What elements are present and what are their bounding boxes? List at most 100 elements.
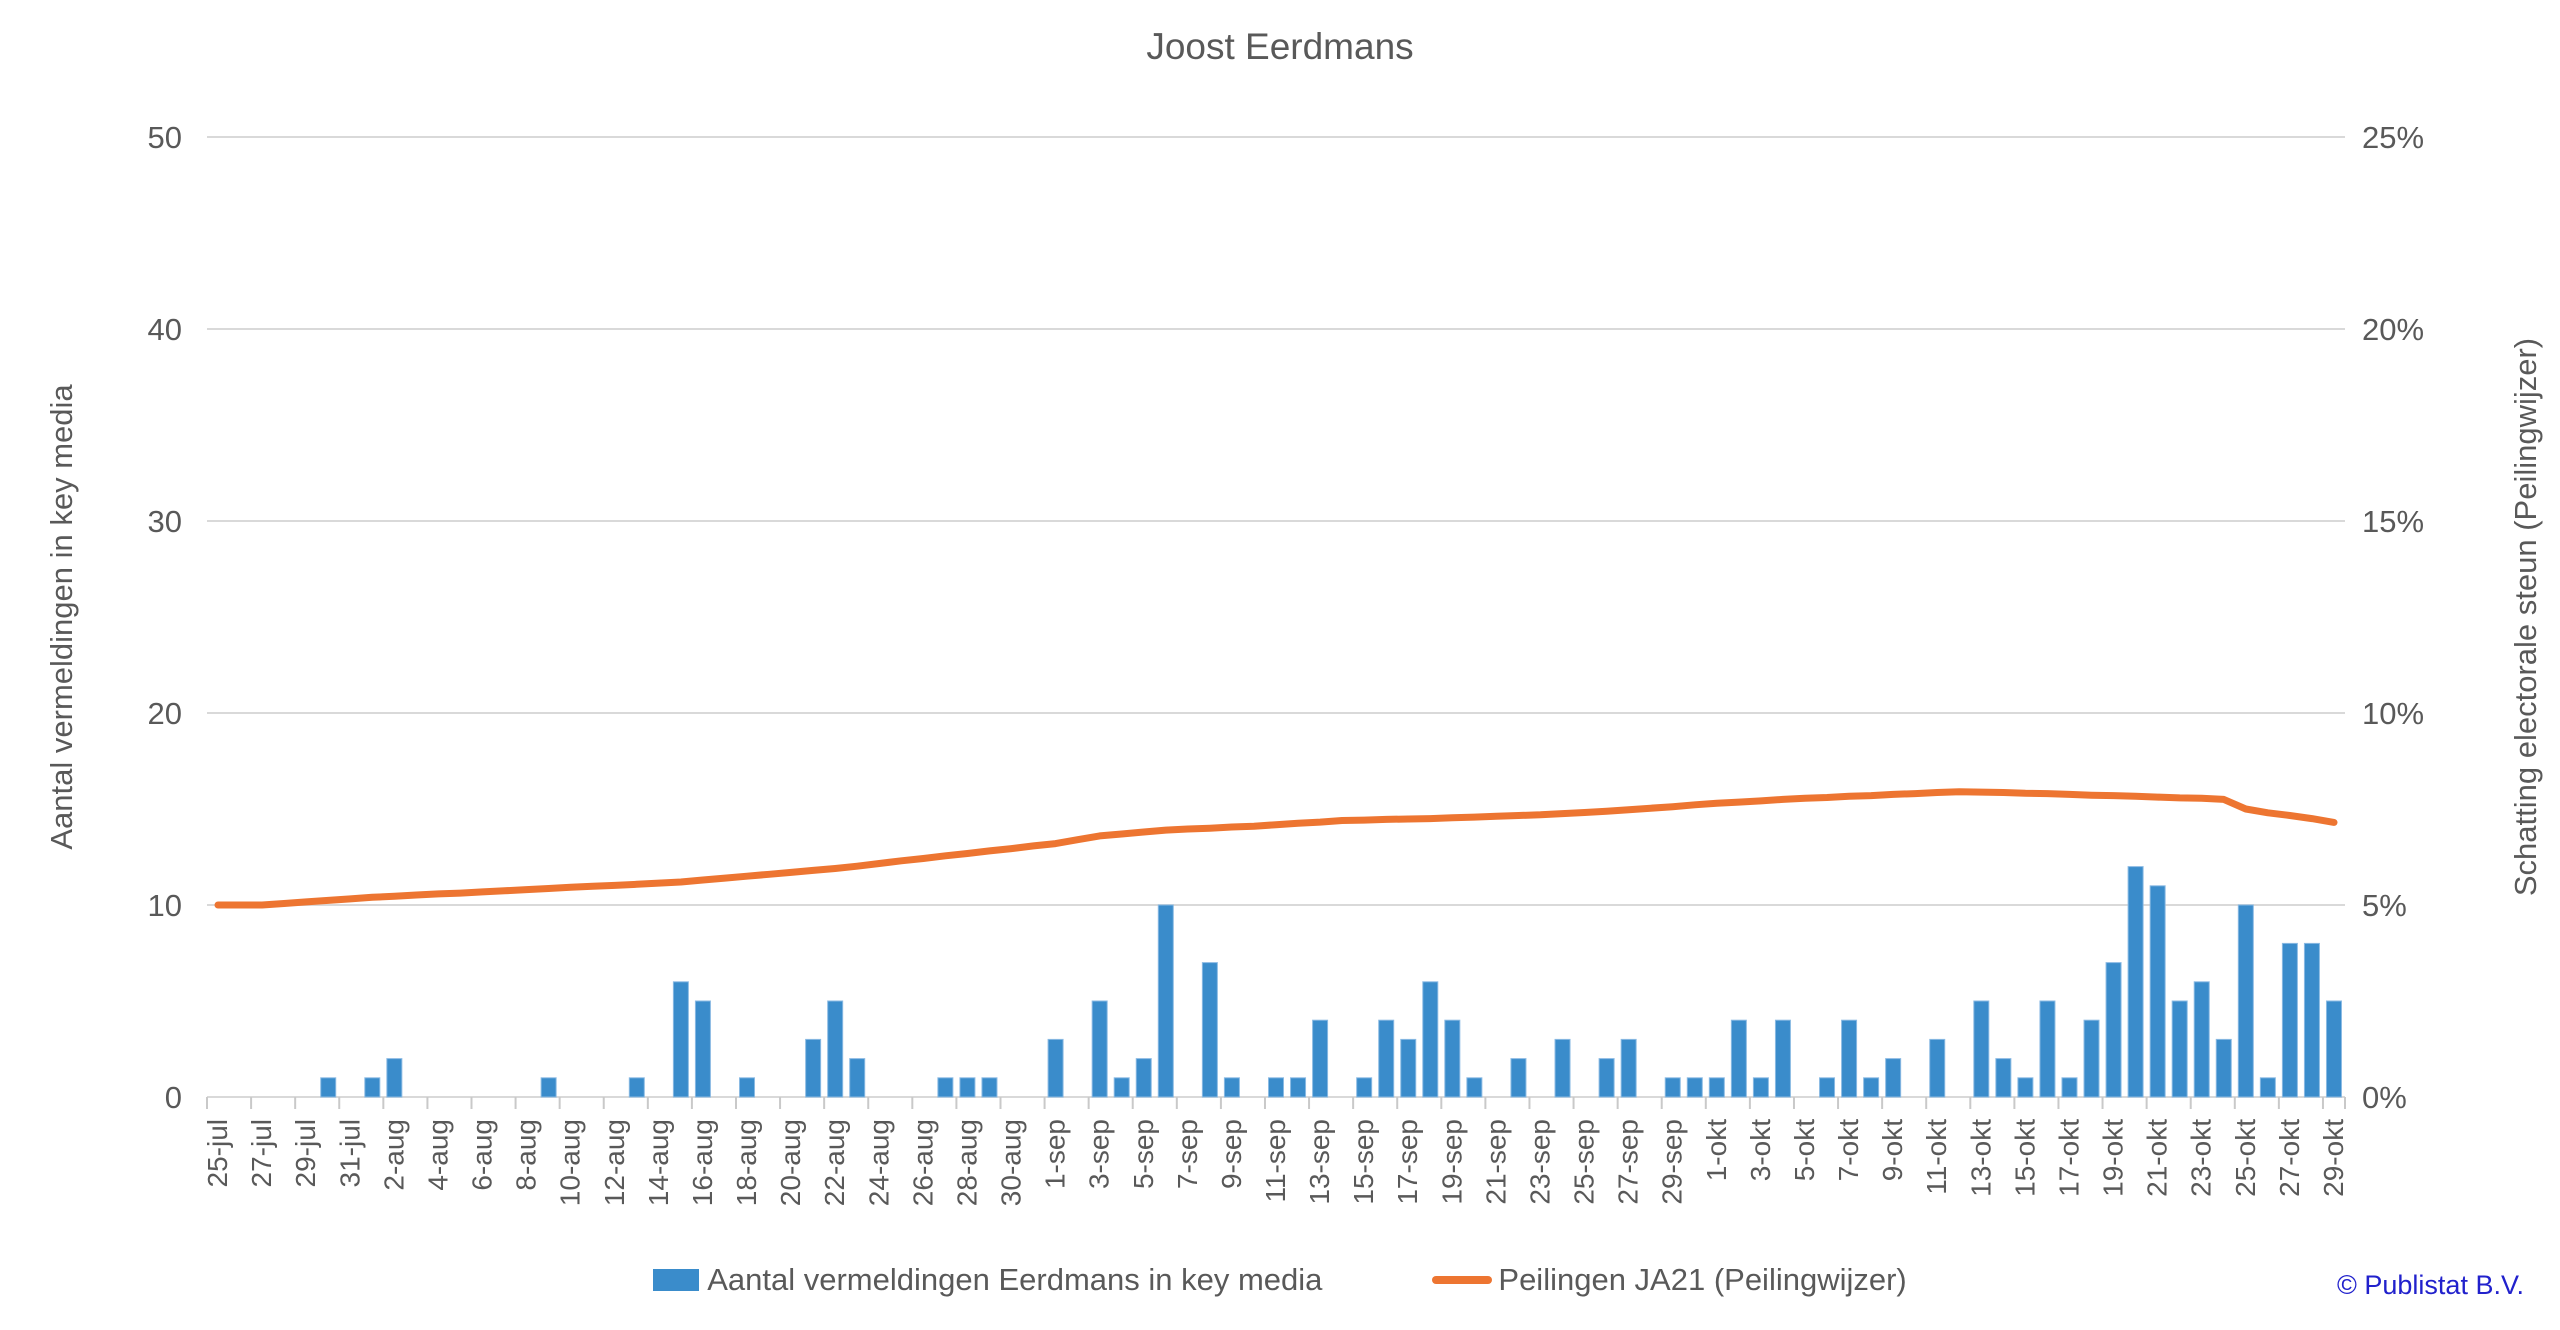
bar-8-sep bbox=[1201, 962, 1218, 1098]
bar-series-swatch-icon bbox=[653, 1269, 700, 1291]
bar-12-sep bbox=[1290, 1077, 1307, 1098]
left-axis-tick-label: 50 bbox=[148, 120, 182, 155]
bar-18-aug bbox=[739, 1077, 756, 1098]
x-axis-label: 3-sep bbox=[1084, 1119, 1115, 1189]
bar-2-okt bbox=[1730, 1019, 1747, 1098]
x-axis-label: 27-jul bbox=[246, 1119, 277, 1187]
x-axis-label: 5-sep bbox=[1128, 1119, 1159, 1189]
x-axis-label: 13-sep bbox=[1304, 1119, 1335, 1205]
chart-title: Joost Eerdmans bbox=[1146, 26, 1414, 67]
bar-9-aug bbox=[540, 1077, 557, 1098]
x-axis-label: 28-aug bbox=[951, 1119, 982, 1206]
bar-24-okt bbox=[2215, 1038, 2232, 1098]
bar-13-sep bbox=[1312, 1019, 1329, 1098]
bar-7-okt bbox=[1841, 1019, 1858, 1098]
right-axis-tick-label: 5% bbox=[2362, 888, 2407, 923]
x-axis-label: 12-aug bbox=[599, 1119, 630, 1206]
x-axis-label: 11-okt bbox=[1921, 1119, 1952, 1195]
bar-28-okt bbox=[2303, 942, 2320, 1098]
x-axis-label: 19-sep bbox=[1436, 1119, 1467, 1205]
bar-8-okt bbox=[1863, 1077, 1880, 1098]
bar-13-okt bbox=[1973, 1000, 1990, 1098]
bar-24-sep bbox=[1554, 1038, 1571, 1098]
x-axis-label: 31-jul bbox=[334, 1119, 365, 1187]
bar-4-sep bbox=[1113, 1077, 1130, 1098]
bar-13-aug bbox=[628, 1077, 645, 1098]
x-axis-label: 30-aug bbox=[996, 1119, 1027, 1206]
x-axis-label: 22-aug bbox=[819, 1119, 850, 1206]
right-axis-tick-label: 25% bbox=[2362, 120, 2424, 155]
bar-27-okt bbox=[2281, 942, 2298, 1098]
line-series-swatch-icon bbox=[1432, 1276, 1493, 1284]
x-axis-label: 15-okt bbox=[2009, 1119, 2040, 1197]
bar-9-sep bbox=[1223, 1077, 1240, 1098]
x-axis-label: 16-aug bbox=[687, 1119, 718, 1206]
x-axis-label: 10-aug bbox=[555, 1119, 586, 1206]
bar-2-aug bbox=[386, 1058, 403, 1098]
chart-legend: Aantal vermeldingen Eerdmans in key medi… bbox=[0, 1262, 2560, 1298]
bar-22-sep bbox=[1510, 1058, 1527, 1098]
x-axis-label: 27-okt bbox=[2274, 1119, 2305, 1197]
x-axis-label: 19-okt bbox=[2098, 1119, 2129, 1197]
x-axis-label: 2-aug bbox=[378, 1119, 409, 1191]
bar-23-okt bbox=[2193, 981, 2210, 1098]
bar-6-sep bbox=[1157, 904, 1174, 1098]
right-axis-tick-label: 0% bbox=[2362, 1080, 2407, 1115]
bar-3-okt bbox=[1752, 1077, 1769, 1098]
x-axis-label: 8-aug bbox=[511, 1119, 542, 1191]
bar-1-okt bbox=[1708, 1077, 1725, 1098]
x-axis-label: 23-okt bbox=[2186, 1119, 2217, 1197]
bar-29-sep bbox=[1664, 1077, 1681, 1098]
x-axis-label: 9-okt bbox=[1877, 1119, 1908, 1181]
bar-16-okt bbox=[2039, 1000, 2056, 1098]
bar-28-aug bbox=[959, 1077, 976, 1098]
x-axis-label: 5-okt bbox=[1789, 1119, 1820, 1181]
bar-21-aug bbox=[805, 1038, 822, 1098]
bar-6-okt bbox=[1819, 1077, 1836, 1098]
bar-23-aug bbox=[849, 1058, 866, 1098]
x-axis-label: 21-sep bbox=[1480, 1119, 1511, 1205]
bar-11-sep bbox=[1268, 1077, 1284, 1098]
x-axis-label: 1-sep bbox=[1040, 1119, 1071, 1189]
x-axis-label: 14-aug bbox=[643, 1119, 674, 1206]
bar-26-sep bbox=[1598, 1058, 1615, 1098]
x-axis-label: 25-jul bbox=[202, 1119, 233, 1187]
right-axis-tick-label: 20% bbox=[2362, 312, 2424, 347]
legend-item-polling: Peilingen JA21 (Peilingwijzer) bbox=[1432, 1262, 1907, 1298]
left-axis-tick-label: 0 bbox=[165, 1080, 182, 1115]
bar-4-okt bbox=[1774, 1019, 1791, 1098]
x-axis-label: 15-sep bbox=[1348, 1119, 1379, 1205]
x-axis-label: 26-aug bbox=[907, 1119, 938, 1206]
x-axis-label: 13-okt bbox=[1965, 1119, 1996, 1197]
x-axis-label: 29-jul bbox=[290, 1119, 321, 1187]
x-axis-label: 24-aug bbox=[863, 1119, 894, 1206]
bar-30-sep bbox=[1686, 1077, 1703, 1098]
left-axis-tick-label: 20 bbox=[148, 696, 182, 731]
x-axis-label: 29-okt bbox=[2318, 1119, 2349, 1197]
bar-25-okt bbox=[2237, 904, 2254, 1098]
bar-15-aug bbox=[672, 981, 689, 1098]
right-axis-tick-label: 15% bbox=[2362, 504, 2424, 539]
x-axis-label: 7-sep bbox=[1172, 1119, 1203, 1189]
bar-26-okt bbox=[2259, 1077, 2276, 1098]
bar-5-sep bbox=[1135, 1058, 1152, 1098]
x-axis-label: 25-sep bbox=[1569, 1119, 1600, 1205]
legend-label-mentions: Aantal vermeldingen Eerdmans in key medi… bbox=[707, 1262, 1323, 1297]
bar-27-sep bbox=[1620, 1038, 1637, 1098]
x-axis-label: 1-okt bbox=[1701, 1119, 1732, 1181]
left-axis-tick-label: 10 bbox=[148, 888, 182, 923]
x-axis-label: 6-aug bbox=[467, 1119, 498, 1191]
bar-19-okt bbox=[2105, 962, 2122, 1098]
bar-11-okt bbox=[1929, 1038, 1946, 1098]
x-axis-label: 7-okt bbox=[1833, 1119, 1864, 1181]
bar-16-aug bbox=[694, 1000, 711, 1098]
bar-17-okt bbox=[2061, 1077, 2078, 1098]
left-axis-tick-label: 30 bbox=[148, 504, 182, 539]
x-axis-label: 11-sep bbox=[1260, 1119, 1291, 1203]
bar-17-sep bbox=[1400, 1038, 1417, 1098]
bar-18-okt bbox=[2083, 1019, 2100, 1098]
bar-9-okt bbox=[1885, 1058, 1902, 1098]
bar-3-sep bbox=[1091, 1000, 1108, 1098]
